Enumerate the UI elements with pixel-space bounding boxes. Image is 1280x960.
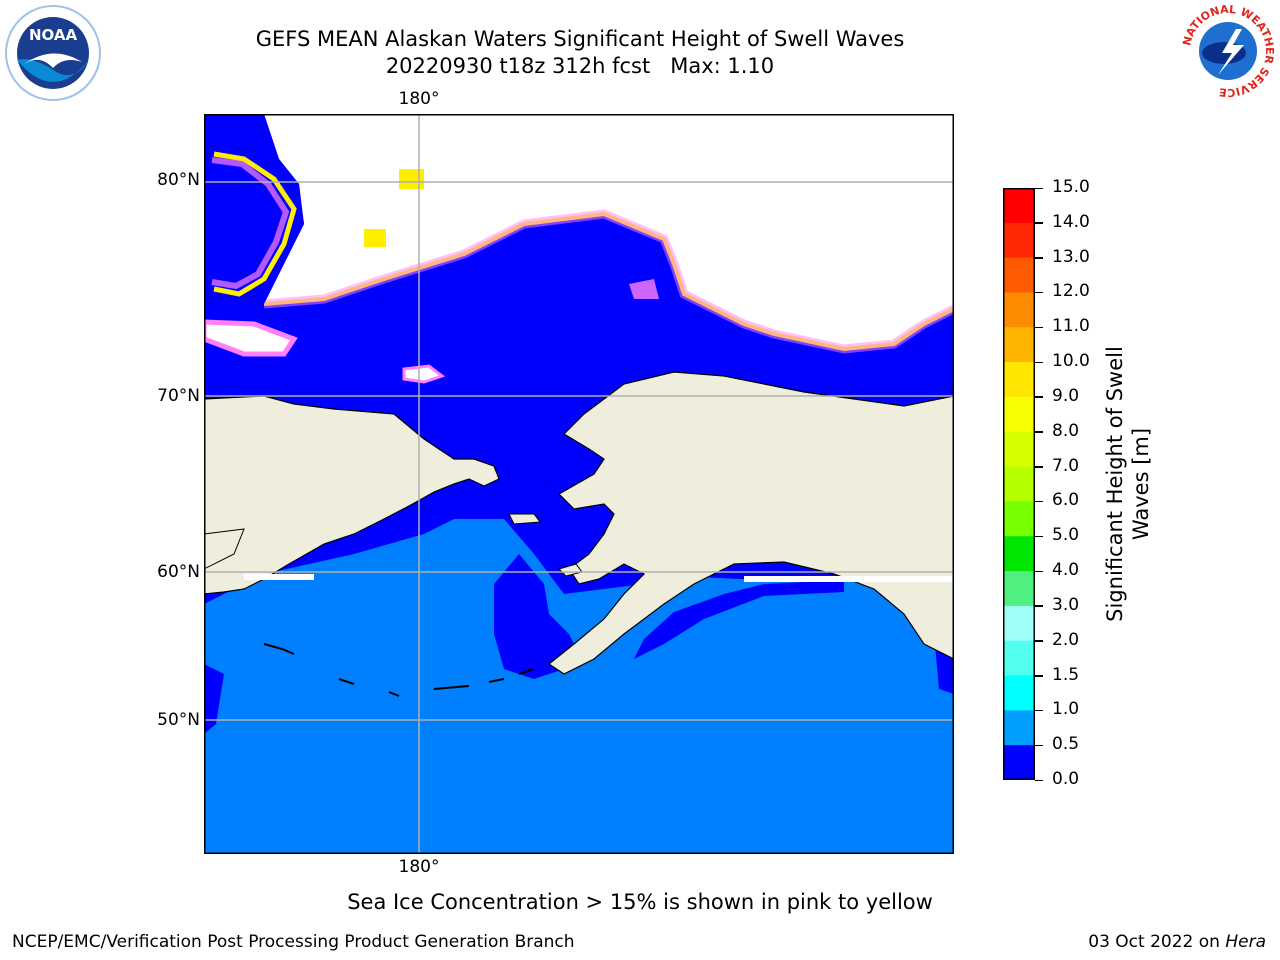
colorbar-bin (1003, 640, 1035, 677)
ocean-low-west (204, 664, 224, 734)
colorbar-tick-label: 8.0 (1052, 420, 1080, 441)
colorbar-tick-label: 0.5 (1052, 734, 1080, 755)
nws-logo: NATIONAL WEATHER SERVICE (1180, 3, 1276, 99)
colorbar-tick-mark (1035, 675, 1043, 677)
colorbar-tick-mark (1035, 431, 1043, 433)
colorbar-tick-label: 2.0 (1052, 629, 1080, 650)
data-gap-west (244, 574, 314, 580)
colorbar-tick-label: 11.0 (1052, 316, 1090, 337)
graticule (204, 114, 954, 854)
colorbar-tick-mark (1035, 744, 1043, 747)
noaa-logo: NOAA (5, 5, 101, 101)
map-area (204, 114, 954, 854)
lat-label-50: 50°N (157, 710, 200, 730)
wrangel-island-ice (402, 364, 446, 384)
aleutian-islands (263, 643, 535, 697)
sea-ice-northwest-edge (213, 151, 297, 297)
colorbar-tick-mark (1035, 605, 1043, 607)
colorbar-tick-mark (1035, 779, 1043, 781)
lat-label-60: 60°N (157, 562, 200, 582)
footer-branch: NCEP/EMC/Verification Post Processing Pr… (12, 932, 575, 952)
colorbar-tick-mark (1035, 187, 1043, 189)
colorbar-bin (1003, 292, 1035, 328)
sea-ice-north-edge-pink (263, 209, 954, 354)
colorbar-bin (1003, 431, 1035, 468)
colorbar-bin (1003, 327, 1035, 363)
colorbar-tick-label: 1.5 (1052, 664, 1080, 685)
colorbar-tick-label: 12.0 (1052, 281, 1090, 302)
sea-ice-northwest-edge-pink (211, 157, 290, 290)
colorbar-tick-mark (1035, 291, 1043, 294)
ocean-low-gulf (634, 580, 844, 659)
colorbar-tick-label: 1.0 (1052, 699, 1080, 720)
colorbar-bin (1003, 257, 1035, 293)
colorbar-bin (1003, 466, 1035, 502)
colorbar-tick-mark (1035, 500, 1043, 503)
colorbar-bin (1003, 501, 1035, 537)
colorbar-tick-mark (1035, 361, 1043, 364)
chart-subtitle: 20220930 t18z 312h fcst Max: 1.10 (385, 54, 775, 78)
colorbar-bin (1003, 710, 1035, 746)
sea-ice-north (264, 114, 954, 349)
ice-patch-a (399, 169, 424, 189)
noaa-logo-text: NOAA (29, 26, 78, 44)
footer-machine: Hera (1225, 932, 1266, 952)
land-chukotka (204, 395, 500, 595)
colorbar-tick-label: 10.0 (1052, 351, 1090, 372)
colorbar-tick-mark (1035, 326, 1043, 329)
colorbar-tick-mark (1035, 570, 1043, 573)
colorbar-bin (1003, 675, 1035, 711)
colorbar-tick-label: 5.0 (1052, 525, 1080, 546)
footer-date: 03 Oct 2022 on Hera (1088, 932, 1266, 952)
lat-label-80: 80°N (157, 170, 200, 190)
footer-date-text: 03 Oct 2022 on (1088, 932, 1226, 952)
ocean-low-bering (494, 554, 579, 679)
colorbar (1003, 188, 1035, 780)
data-gap-east (744, 576, 954, 582)
colorbar-tick-label: 9.0 (1052, 385, 1080, 406)
colorbar-tick-mark (1035, 466, 1043, 468)
colorbar-tick-mark (1035, 535, 1043, 538)
colorbar-bin (1003, 362, 1035, 398)
colorbar-tick-label: 13.0 (1052, 246, 1090, 267)
ice-patch-b (364, 229, 386, 247)
colorbar-tick-mark (1035, 222, 1043, 224)
lon-label-bottom: 180° (398, 857, 440, 877)
colorbar-tick-label: 0.0 (1052, 769, 1080, 789)
ice-patch-c (629, 279, 659, 299)
lon-label-top: 180° (398, 89, 440, 109)
colorbar-tick-label: 14.0 (1052, 211, 1090, 232)
colorbar-label: Significant Height of Swell Waves [m] (1103, 346, 1153, 622)
colorbar-tick-label: 4.0 (1052, 560, 1080, 581)
sea-ice-small-west (204, 319, 298, 357)
colorbar-tick-mark (1035, 396, 1043, 398)
colorbar-tick-label: 6.0 (1052, 490, 1080, 511)
colorbar-tick-mark (1035, 709, 1043, 712)
map-border (204, 114, 954, 854)
colorbar-tick-mark (1035, 257, 1043, 259)
colorbar-tick-mark (1035, 640, 1043, 642)
sea-ice-note: Sea Ice Concentration > 15% is shown in … (347, 890, 933, 914)
colorbar-tick-label: 3.0 (1052, 594, 1080, 615)
colorbar-tick-label: 15.0 (1052, 177, 1090, 197)
colorbar-bin (1003, 571, 1035, 607)
colorbar-bin (1003, 745, 1035, 780)
norton-sound-island (508, 513, 541, 525)
chart-title: GEFS MEAN Alaskan Waters Significant Hei… (255, 27, 905, 51)
colorbar-bin (1003, 396, 1035, 433)
colorbar-bin (1003, 605, 1035, 642)
colorbar-bin (1003, 188, 1035, 224)
colorbar-tick-label: 7.0 (1052, 455, 1080, 476)
lat-label-70: 70°N (157, 386, 200, 406)
colorbar-bin (1003, 536, 1035, 572)
land-kamchatka (204, 528, 245, 570)
colorbar-bin (1003, 222, 1035, 259)
